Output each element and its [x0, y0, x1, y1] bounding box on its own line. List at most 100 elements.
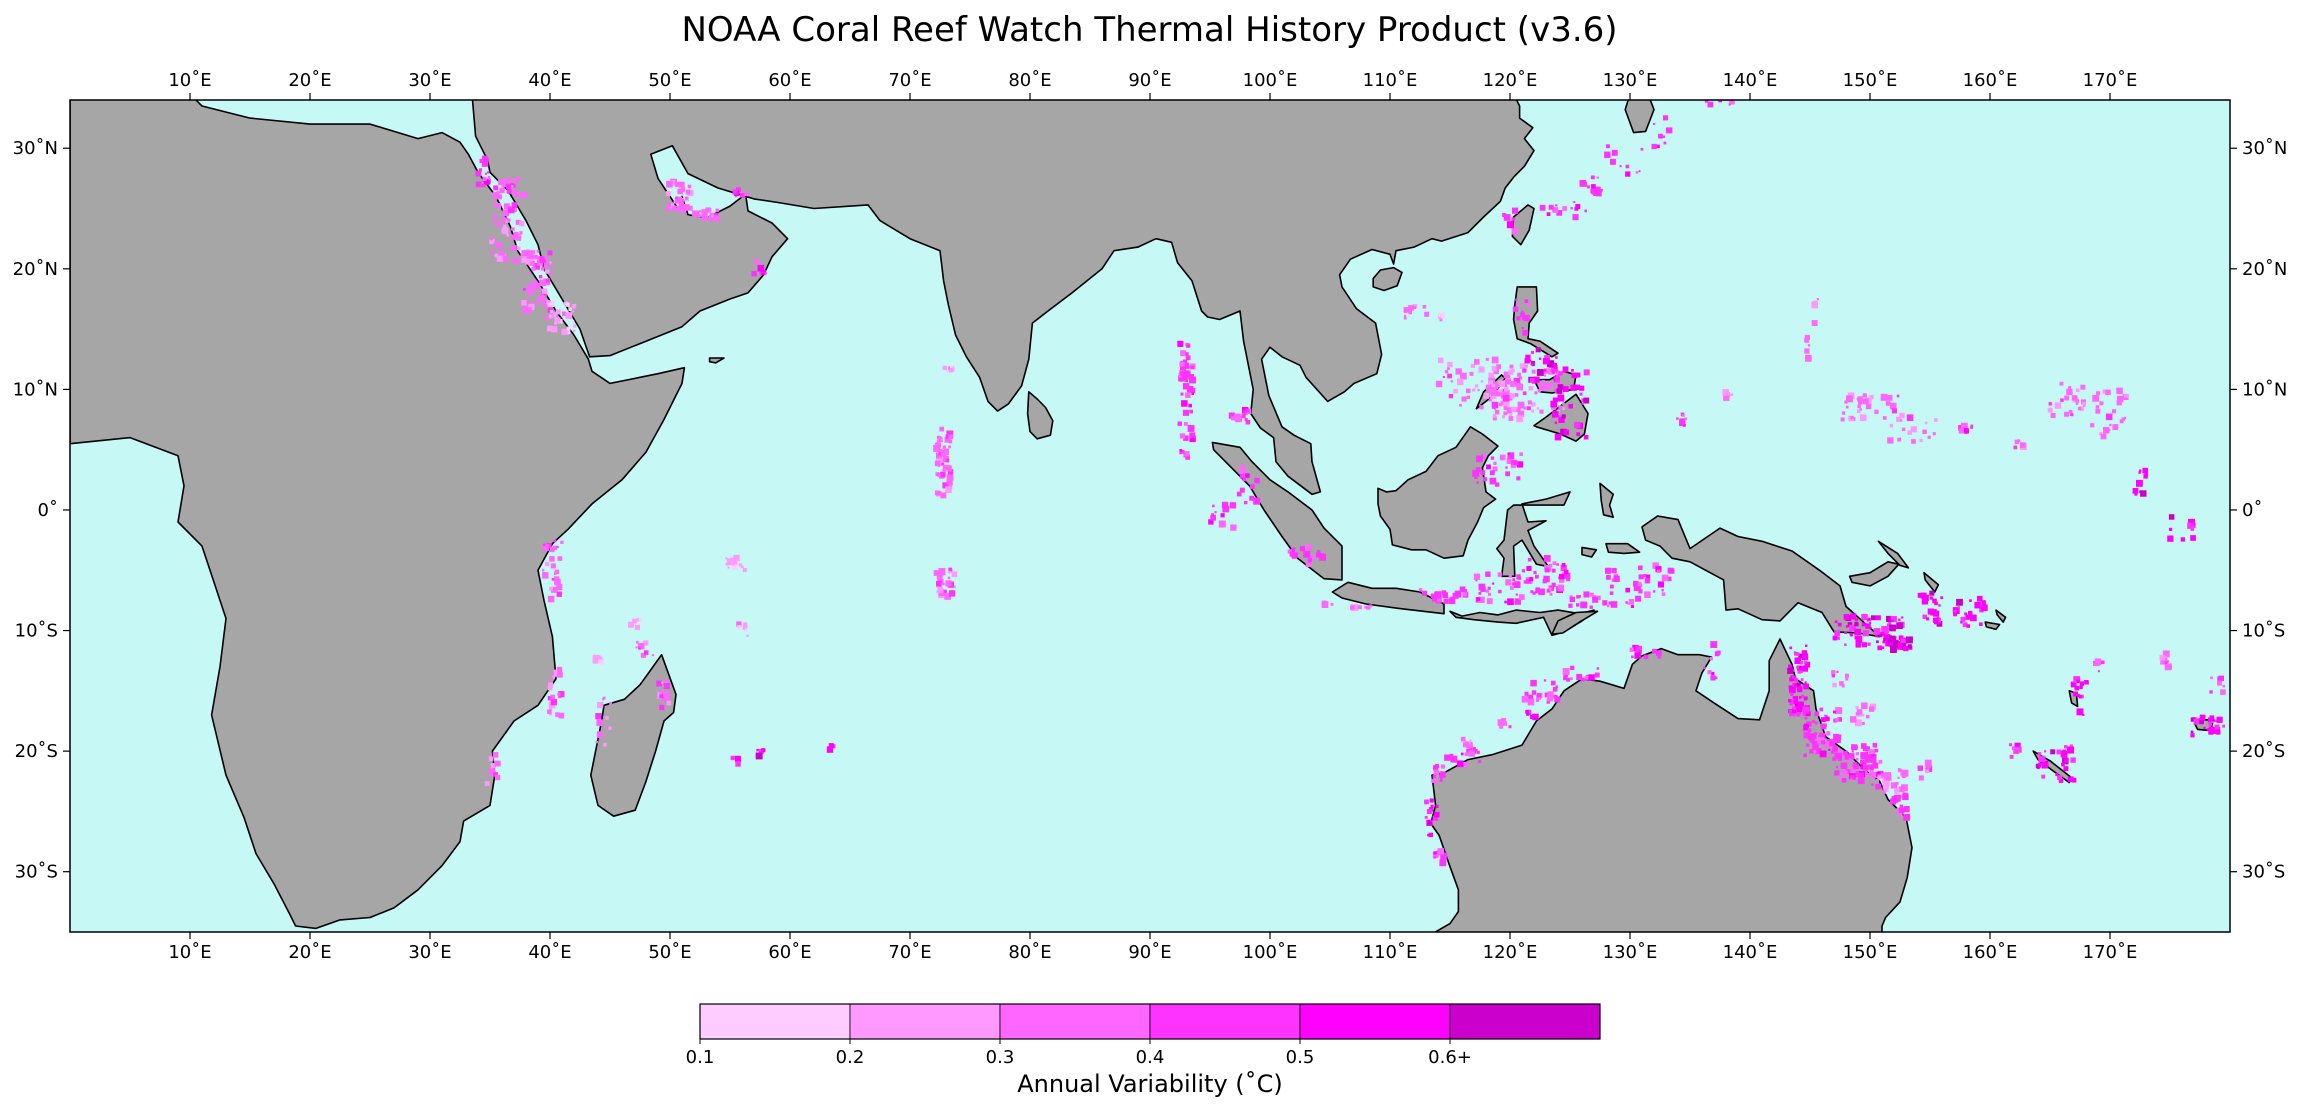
land-madagascar [589, 653, 677, 818]
lon-tick-label-top: 130˚E [1603, 70, 1658, 91]
reef-cluster [1236, 465, 1261, 505]
colorbar-swatch [1299, 1003, 1451, 1040]
lon-tick-label-bottom: 150˚E [1843, 942, 1898, 963]
reef-cluster [1497, 718, 1512, 729]
lon-tick-label-bottom: 40˚E [528, 942, 571, 963]
lon-tick-label-top: 170˚E [2083, 70, 2138, 91]
reef-cluster [1177, 340, 1191, 378]
reef-cluster [751, 258, 767, 277]
land-luzon [1512, 286, 1559, 358]
colorbar-tick-label: 0.2 [836, 1047, 865, 1068]
lat-tick-label-right: 0˚ [2242, 500, 2262, 521]
lat-tick-label-left: 20˚N [13, 259, 58, 280]
reef-cluster [2070, 676, 2089, 716]
colorbar-swatch [699, 1003, 851, 1040]
lat-tick-label-left: 30˚S [15, 862, 58, 883]
lat-tick-label-right: 20˚S [2242, 741, 2285, 762]
lon-tick-label-bottom: 140˚E [1723, 942, 1778, 963]
reef-cluster [2093, 658, 2105, 673]
reef-cluster [1804, 334, 1812, 362]
colorbar-tick-label: 0.5 [1286, 1047, 1315, 1068]
land-seram [1605, 542, 1641, 555]
reef-cluster [1568, 591, 1612, 609]
longitude-ticks-bottom: 10˚E 20˚E 30˚E 40˚E 50˚E 60˚E 70˚E 80˚E 90˚E 100˚… [168, 932, 2137, 963]
lat-tick-label-left: 0˚ [38, 500, 58, 521]
lat-tick-label-right: 10˚N [2242, 379, 2287, 400]
reef-cluster [1483, 382, 1525, 423]
colorbar-tick-label: 0.6+ [1428, 1047, 1472, 1068]
reef-cluster [1579, 175, 1603, 197]
reef-cluster [1525, 709, 1539, 721]
lon-tick-label-top: 140˚E [1723, 70, 1778, 91]
reef-cluster [2013, 439, 2027, 450]
reef-cluster [1562, 665, 1600, 682]
colorbar-swatch [1449, 1003, 1601, 1040]
reef-cluster [2035, 744, 2077, 783]
reef-cluster [755, 748, 766, 760]
lon-tick-label-top: 70˚E [888, 70, 931, 91]
colorbar-tick-label: 0.1 [686, 1047, 715, 1068]
reef-cluster [595, 696, 613, 747]
land-malaita [1995, 609, 2007, 623]
reef-cluster [725, 554, 747, 572]
land-borneo [1377, 425, 1499, 560]
reef-cluster [1890, 792, 1911, 821]
lon-tick-label-top: 150˚E [1843, 70, 1898, 91]
land-hainan [1372, 266, 1403, 292]
reef-cluster [1840, 392, 1914, 422]
lat-tick-label-left: 30˚N [13, 138, 58, 159]
lon-tick-label-bottom: 100˚E [1243, 942, 1298, 963]
reef-cluster [1651, 115, 1673, 150]
reef-cluster [692, 207, 720, 222]
reef-cluster [628, 618, 642, 630]
land-eurasia [471, 100, 1535, 496]
lon-tick-label-top: 40˚E [528, 70, 571, 91]
reef-cluster [933, 426, 954, 499]
land-sulawesi [1496, 491, 1571, 578]
lat-tick-label-left: 10˚N [13, 379, 58, 400]
latitude-ticks-right: 30˚N 20˚N 10˚N 0˚ 10˚S 20˚S 30˚S [2230, 138, 2287, 883]
lon-tick-label-top: 100˚E [1243, 70, 1298, 91]
lon-tick-label-top: 110˚E [1363, 70, 1418, 91]
reef-cluster [2190, 714, 2226, 738]
reef-cluster [1522, 347, 1558, 384]
reef-cluster [1460, 736, 1473, 749]
colorbar-swatch [849, 1003, 1001, 1040]
reef-cluster [1629, 644, 1662, 660]
reef-cluster [1811, 298, 1819, 326]
reef-cluster [1431, 763, 1446, 784]
reef-cluster [1676, 412, 1688, 427]
land-new-britain [1848, 560, 1900, 587]
lat-tick-label-right: 30˚N [2242, 138, 2287, 159]
reef-cluster [1917, 590, 1944, 627]
lon-tick-label-top: 90˚E [1128, 70, 1171, 91]
lon-tick-label-bottom: 20˚E [288, 942, 331, 963]
reef-cluster [521, 249, 554, 314]
land-new-ireland [1877, 540, 1910, 569]
reef-cluster [2167, 514, 2196, 542]
land-java [1331, 581, 1445, 615]
lon-tick-label-top: 10˚E [168, 70, 211, 91]
land-halmahera [1599, 482, 1614, 519]
lon-tick-label-bottom: 160˚E [1963, 942, 2018, 963]
reef-cluster [1444, 747, 1482, 768]
land-socotra [708, 357, 725, 364]
reef-cluster [541, 539, 564, 603]
reef-cluster [2159, 650, 2172, 671]
reef-cluster [1850, 702, 1877, 727]
lat-tick-label-left: 20˚S [15, 741, 58, 762]
reef-cluster [1521, 679, 1561, 706]
reef-cluster [1539, 201, 1587, 221]
lon-tick-label-bottom: 170˚E [2083, 942, 2138, 963]
lon-tick-label-bottom: 60˚E [768, 942, 811, 963]
reef-cluster [1869, 768, 1909, 794]
reef-cluster [2132, 467, 2148, 497]
colorbar-swatch [1149, 1003, 1301, 1040]
reef-cluster [665, 178, 694, 213]
reef-cluster [1418, 586, 1469, 605]
reef-cluster [942, 365, 955, 373]
lon-tick-label-top: 60˚E [768, 70, 811, 91]
reef-cluster [1917, 759, 1933, 781]
lon-tick-label-top: 160˚E [1963, 70, 2018, 91]
